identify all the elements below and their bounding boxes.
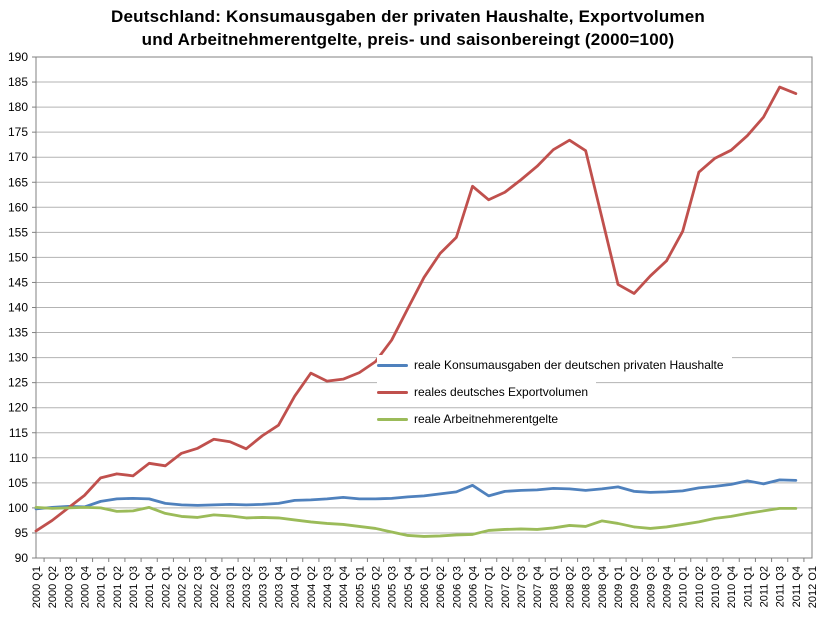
series-line-reale-konsumausgaben (34, 478, 798, 511)
y-axis-tick-label: 130 (8, 351, 28, 365)
x-axis-tick-label: 2001 Q2 (112, 566, 124, 608)
legend-label: reale Arbeitnehmerentgelte (414, 412, 559, 426)
x-axis-tick-label: 2005 Q1 (354, 566, 366, 608)
y-axis-tick-label: 120 (8, 401, 28, 415)
x-axis-tick-label: 2007 Q3 (516, 566, 528, 608)
x-axis-tick-label: 2010 Q1 (678, 566, 690, 608)
legend-label: reales deutsches Exportvolumen (414, 385, 589, 399)
x-axis-tick-label: 2007 Q2 (500, 566, 512, 608)
x-axis-tick-label: 2001 Q3 (128, 566, 140, 608)
y-axis-labels: 90 95 100 105 110 115 120 125 130 135 140 145 150 155… (8, 50, 28, 565)
chart-title-line2: und Arbeitnehmerentgelte, preis- und sai… (141, 30, 675, 49)
x-axis-tick-label: 2010 Q2 (694, 566, 706, 608)
x-axis-tick-label: 2002 Q3 (193, 566, 205, 608)
x-axis-tick-label: 2006 Q3 (451, 566, 463, 608)
x-axis-ticks (43, 558, 805, 562)
y-axis-tick-label: 150 (8, 250, 28, 264)
plot-border (35, 56, 813, 559)
x-axis-tick-label: 2004 Q4 (338, 566, 350, 608)
x-axis-tick-label: 2011 Q2 (759, 566, 771, 607)
x-axis-tick-label: 2004 Q1 (290, 566, 302, 608)
x-axis-tick-label: 2012 Q1 (807, 566, 816, 608)
x-axis-tick-label: 2006 Q1 (419, 566, 431, 608)
x-axis-tick-label: 2002 Q4 (209, 566, 221, 608)
x-axis-labels: 2000 Q1 2000 Q2 2000 Q3 2000 Q4 2001 Q1 2001 … (31, 566, 816, 608)
y-axis-tick-label: 180 (8, 100, 28, 114)
y-axis-tick-label: 95 (15, 526, 29, 540)
x-axis-tick-label: 2003 Q4 (274, 566, 286, 608)
x-axis-tick-label: 2009 Q4 (662, 566, 674, 608)
x-axis-tick-label: 2002 Q1 (160, 566, 172, 608)
y-axis-tick-label: 160 (8, 200, 28, 214)
legend-line-sample-red (377, 390, 408, 394)
x-axis-tick-label: 2003 Q2 (241, 566, 253, 608)
x-axis-tick-label: 2011 Q4 (791, 566, 803, 607)
legend: reale Konsumausgaben der deutschen priva… (377, 355, 732, 436)
x-axis-tick-label: 2003 Q3 (257, 566, 269, 608)
legend-line-sample-green (377, 417, 408, 421)
y-axis-tick-label: 110 (9, 451, 28, 465)
chart-title-line1: Deutschland: Konsumausgaben der privaten… (111, 7, 705, 26)
legend-label: reale Konsumausgaben der deutschen priva… (414, 358, 724, 372)
y-axis-tick-label: 115 (9, 426, 28, 440)
x-axis-tick-label: 2009 Q2 (629, 566, 641, 608)
legend-item-arbeitnehmerentgelte: reale Arbeitnehmerentgelte (377, 409, 567, 429)
chart-title: Deutschland: Konsumausgaben der privaten… (0, 5, 816, 51)
y-axis-tick-label: 175 (8, 125, 28, 139)
x-axis-tick-label: 2008 Q3 (581, 566, 593, 608)
x-axis-tick-label: 2004 Q3 (322, 566, 334, 608)
x-axis-tick-label: 2005 Q2 (371, 566, 383, 608)
legend-item-konsumausgaben: reale Konsumausgaben der deutschen priva… (377, 355, 732, 375)
y-axis-tick-label: 190 (8, 50, 28, 64)
x-axis-tick-label: 2003 Q1 (225, 566, 237, 608)
x-axis-tick-label: 2007 Q1 (484, 566, 496, 608)
x-axis-tick-label: 2010 Q4 (726, 566, 738, 608)
y-axis-tick-label: 185 (8, 75, 28, 89)
x-axis-tick-label: 2011 Q3 (775, 566, 787, 607)
x-axis-tick-label: 2006 Q2 (435, 566, 447, 608)
y-axis-tick-label: 170 (8, 150, 28, 164)
y-axis-tick-label: 165 (8, 175, 28, 189)
x-axis-tick-label: 2000 Q1 (31, 566, 43, 608)
y-axis-tick-label: 140 (8, 301, 28, 315)
x-axis-tick-label: 2004 Q2 (306, 566, 318, 608)
x-axis-tick-label: 2008 Q2 (565, 566, 577, 608)
x-axis-tick-label: 2001 Q1 (96, 566, 108, 608)
x-axis-tick-label: 2000 Q3 (63, 566, 75, 608)
legend-line-sample-blue (377, 363, 408, 367)
x-axis-tick-label: 2005 Q4 (403, 566, 415, 608)
y-axis-tick-label: 90 (15, 551, 29, 565)
series-line-reales-deutsches (34, 85, 798, 533)
series-line-reale-arbeitnehmerentgelte (34, 505, 798, 538)
x-axis-tick-label: 2008 Q4 (597, 566, 609, 608)
x-axis-tick-label: 2007 Q4 (532, 566, 544, 608)
gridlines (32, 56, 812, 559)
legend-item-exportvolumen: reales deutsches Exportvolumen (377, 382, 597, 402)
y-axis-tick-label: 100 (8, 501, 28, 515)
y-axis-tick-label: 155 (8, 225, 28, 239)
x-axis-tick-label: 2000 Q4 (80, 566, 92, 608)
x-axis-tick-label: 2010 Q3 (710, 566, 722, 608)
y-axis-tick-label: 125 (8, 376, 28, 390)
y-axis-tick-label: 105 (8, 476, 28, 490)
x-axis-tick-label: 2009 Q3 (645, 566, 657, 608)
x-axis-tick-label: 2001 Q4 (144, 566, 156, 608)
x-axis-tick-label: 2005 Q3 (387, 566, 399, 608)
x-axis-tick-label: 2008 Q1 (548, 566, 560, 608)
y-axis-tick-label: 135 (8, 326, 28, 340)
y-axis-tick-label: 145 (8, 275, 28, 289)
x-axis-tick-label: 2009 Q1 (613, 566, 625, 608)
x-axis-tick-label: 2000 Q2 (47, 566, 59, 608)
x-axis-tick-label: 2011 Q1 (742, 566, 754, 607)
x-axis-tick-label: 2006 Q4 (468, 566, 480, 608)
x-axis-tick-label: 2002 Q2 (177, 566, 189, 608)
